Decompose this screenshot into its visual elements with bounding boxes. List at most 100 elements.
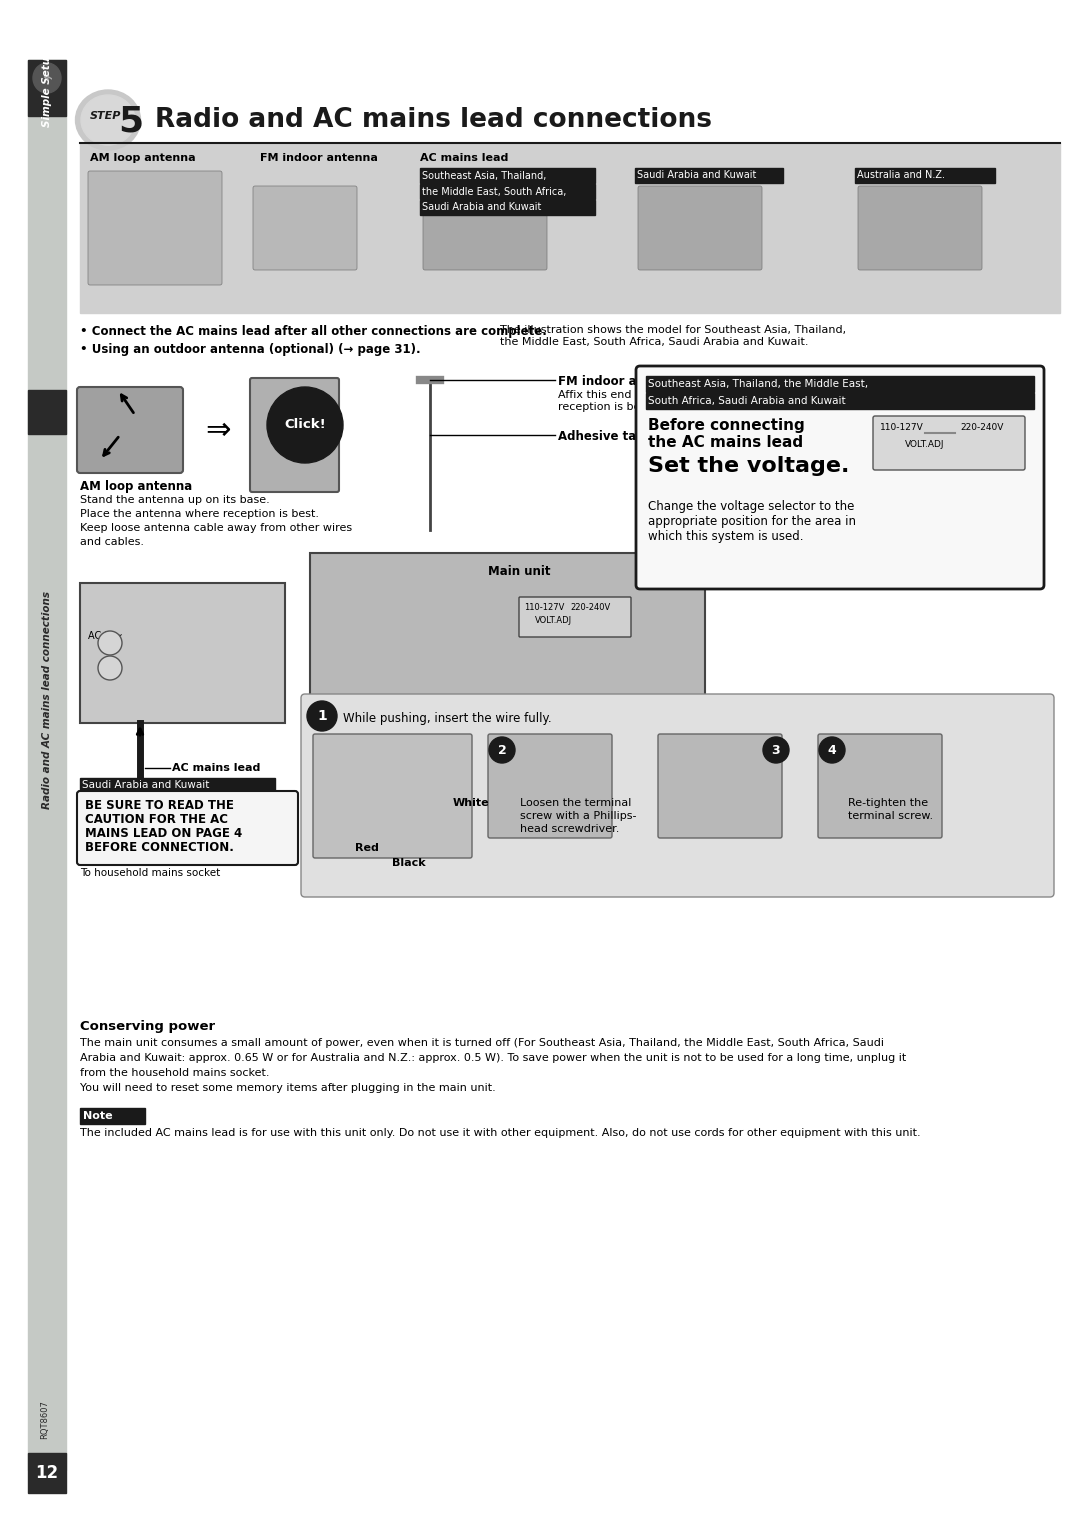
Text: 220-240V: 220-240V [570, 604, 610, 613]
FancyBboxPatch shape [636, 367, 1044, 588]
Text: Southeast Asia, Thailand,: Southeast Asia, Thailand, [422, 171, 546, 180]
FancyBboxPatch shape [253, 186, 357, 270]
Text: 4: 4 [827, 744, 836, 756]
Text: 2: 2 [498, 744, 507, 756]
Text: 1: 1 [318, 709, 327, 723]
FancyBboxPatch shape [423, 186, 546, 270]
FancyBboxPatch shape [858, 186, 982, 270]
Circle shape [762, 736, 789, 762]
Text: and cables.: and cables. [80, 536, 144, 547]
Text: from the household mains socket.: from the household mains socket. [80, 1068, 270, 1077]
Text: screw with a Phillips-: screw with a Phillips- [519, 811, 636, 821]
Bar [28, 1453, 66, 1493]
Text: Note: Note [83, 1111, 112, 1122]
FancyBboxPatch shape [313, 733, 472, 859]
Text: which this system is used.: which this system is used. [648, 530, 804, 542]
Text: terminal screw.: terminal screw. [848, 811, 933, 821]
Bar [420, 168, 595, 183]
Text: CAUTION FOR THE AC: CAUTION FOR THE AC [85, 813, 228, 827]
FancyBboxPatch shape [488, 733, 612, 837]
Bar [310, 553, 705, 727]
Text: STEP: STEP [90, 112, 121, 121]
Text: Re-tighten the: Re-tighten the [848, 798, 928, 808]
FancyBboxPatch shape [638, 186, 762, 270]
Text: You will need to reset some memory items after plugging in the main unit.: You will need to reset some memory items… [80, 1083, 496, 1093]
FancyBboxPatch shape [658, 733, 782, 837]
Bar [855, 168, 995, 183]
Text: MAINS LEAD ON PAGE 4: MAINS LEAD ON PAGE 4 [85, 827, 242, 840]
Text: White: White [453, 798, 489, 808]
Circle shape [489, 736, 515, 762]
Bar [80, 144, 1059, 313]
Text: Radio and AC mains lead connections: Radio and AC mains lead connections [156, 107, 712, 133]
Text: While pushing, insert the wire fully.: While pushing, insert the wire fully. [343, 712, 552, 724]
Text: Saudi Arabia and Kuwait: Saudi Arabia and Kuwait [422, 203, 541, 212]
Circle shape [98, 656, 122, 680]
Text: FM indoor antenna: FM indoor antenna [558, 374, 684, 388]
FancyBboxPatch shape [249, 377, 339, 492]
Text: South Africa, Saudi Arabia and Kuwait: South Africa, Saudi Arabia and Kuwait [648, 396, 846, 406]
Text: head screwdriver.: head screwdriver. [519, 824, 619, 834]
Bar [80, 584, 285, 723]
Bar [28, 390, 66, 434]
Text: ⇒: ⇒ [205, 416, 230, 445]
Ellipse shape [81, 95, 135, 145]
Text: AM loop antenna: AM loop antenna [80, 480, 192, 494]
Text: Conserving power: Conserving power [80, 1021, 215, 1033]
Text: Keep loose antenna cable away from other wires: Keep loose antenna cable away from other… [80, 523, 352, 533]
Circle shape [307, 701, 337, 730]
Text: Place the antenna where reception is best.: Place the antenna where reception is bes… [80, 509, 319, 520]
Text: Change the voltage selector to the: Change the voltage selector to the [648, 500, 854, 513]
Bar [420, 183, 595, 199]
Text: AC IN~: AC IN~ [87, 631, 123, 642]
FancyBboxPatch shape [519, 597, 631, 637]
Text: Arabia and Kuwait: approx. 0.65 W or for Australia and N.Z.: approx. 0.5 W). To : Arabia and Kuwait: approx. 0.65 W or for… [80, 1053, 906, 1063]
Ellipse shape [33, 63, 60, 93]
Text: To household mains socket: To household mains socket [80, 868, 220, 879]
Text: Southeast Asia, Thailand, the Middle East,: Southeast Asia, Thailand, the Middle Eas… [648, 379, 868, 390]
FancyBboxPatch shape [77, 387, 183, 474]
Text: The illustration shows the model for Southeast Asia, Thailand,
the Middle East, : The illustration shows the model for Sou… [500, 325, 846, 347]
Text: VOLT.ADJ: VOLT.ADJ [535, 616, 572, 625]
Text: 12: 12 [36, 1464, 58, 1482]
Text: Saudi Arabia and Kuwait: Saudi Arabia and Kuwait [637, 171, 756, 180]
Text: 3: 3 [772, 744, 781, 756]
Text: VOLT.ADJ: VOLT.ADJ [905, 440, 945, 449]
Circle shape [98, 631, 122, 656]
Text: The included AC mains lead is for use with this unit only. Do not use it with ot: The included AC mains lead is for use wi… [80, 1128, 920, 1138]
Bar [646, 393, 1034, 410]
Ellipse shape [76, 90, 140, 150]
Text: Click!: Click! [284, 419, 326, 431]
Text: the AC mains lead: the AC mains lead [648, 435, 804, 451]
Text: 220-240V: 220-240V [960, 423, 1003, 432]
Text: AM loop antenna: AM loop antenna [90, 153, 195, 163]
Text: ⌁: ⌁ [42, 69, 52, 87]
Text: Simple Setup: Simple Setup [42, 49, 52, 127]
Text: 5: 5 [118, 105, 144, 139]
FancyBboxPatch shape [818, 733, 942, 837]
Bar [28, 60, 66, 1470]
Text: Red: Red [355, 843, 379, 853]
Text: BEFORE CONNECTION.: BEFORE CONNECTION. [85, 840, 234, 854]
Text: Affix this end of the antenna where
reception is best.: Affix this end of the antenna where rece… [558, 390, 755, 411]
Bar [635, 168, 783, 183]
FancyBboxPatch shape [87, 171, 222, 286]
FancyBboxPatch shape [301, 694, 1054, 897]
Text: FM indoor antenna: FM indoor antenna [260, 153, 378, 163]
Text: BE SURE TO READ THE: BE SURE TO READ THE [85, 799, 234, 811]
Text: AC mains lead: AC mains lead [420, 153, 509, 163]
Text: Set the voltage.: Set the voltage. [648, 455, 849, 477]
Circle shape [267, 387, 343, 463]
Bar [80, 1108, 145, 1125]
Bar [28, 60, 66, 116]
Text: RQT8607: RQT8607 [41, 1401, 50, 1439]
Text: AC mains lead: AC mains lead [172, 762, 260, 773]
Circle shape [819, 736, 845, 762]
Text: Stand the antenna up on its base.: Stand the antenna up on its base. [80, 495, 270, 504]
Text: the Middle East, South Africa,: the Middle East, South Africa, [422, 186, 566, 197]
Text: appropriate position for the area in: appropriate position for the area in [648, 515, 856, 529]
FancyBboxPatch shape [873, 416, 1025, 471]
Text: 110-127V: 110-127V [524, 604, 565, 613]
Text: • Connect the AC mains lead after all other connections are complete.: • Connect the AC mains lead after all ot… [80, 325, 546, 338]
Text: Loosen the terminal: Loosen the terminal [519, 798, 632, 808]
